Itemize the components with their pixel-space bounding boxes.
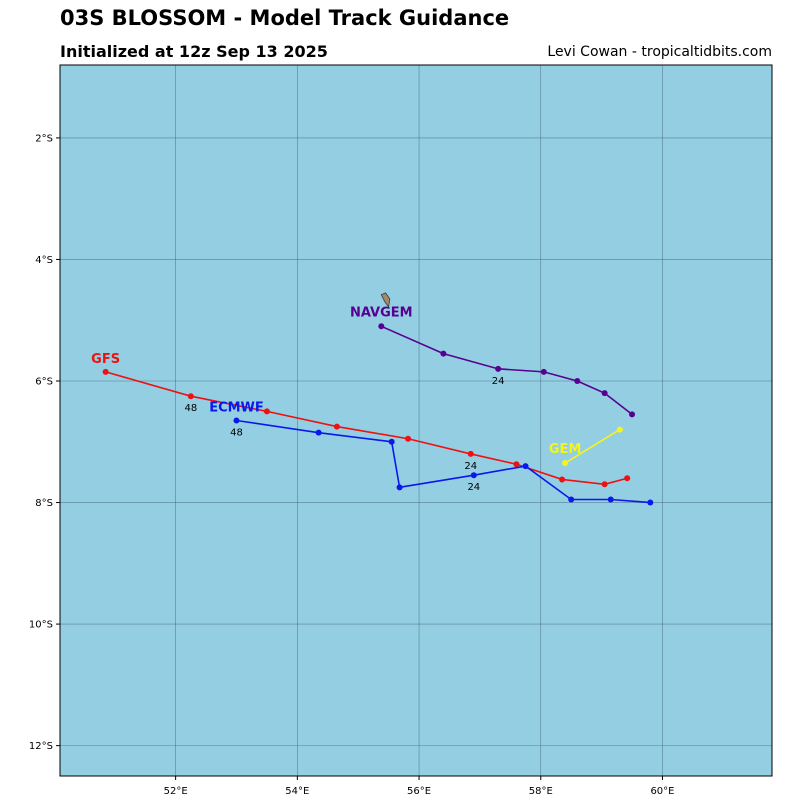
gfs-track-point bbox=[559, 476, 566, 483]
axis-ticks: 52°E 54°E 56°E 58°E 60°E 2°S 4°S 6°S 8°S 10°S 12°S bbox=[29, 133, 675, 797]
lon-tick-label: 58°E bbox=[529, 786, 553, 797]
gfs-track-point bbox=[102, 368, 109, 375]
lon-tick-label: 52°E bbox=[164, 786, 188, 797]
ecmwf-track-point bbox=[388, 438, 395, 445]
navgem-track-point bbox=[629, 411, 636, 418]
gfs-hour-label: 48 bbox=[184, 403, 197, 414]
ecmwf-label: ECMWF bbox=[209, 401, 264, 416]
gfs-hour-label: 24 bbox=[464, 461, 477, 472]
gfs-track-point bbox=[263, 408, 270, 415]
credit-text: Levi Cowan - tropicaltidbits.com bbox=[547, 44, 772, 60]
lon-tick-label: 54°E bbox=[285, 786, 309, 797]
ecmwf-track-point bbox=[568, 496, 575, 503]
land-layer bbox=[380, 292, 391, 308]
lon-tick-label: 56°E bbox=[407, 786, 431, 797]
ecmwf-track-point bbox=[315, 429, 322, 436]
lat-tick-label: 12°S bbox=[29, 741, 53, 752]
ocean-background bbox=[60, 65, 772, 776]
navgem-hour-label: 24 bbox=[492, 376, 505, 387]
gfs-track-point bbox=[624, 475, 631, 482]
lat-tick-label: 8°S bbox=[35, 498, 53, 509]
ecmwf-track-point bbox=[233, 417, 240, 424]
ecmwf-hour-label: 24 bbox=[467, 482, 480, 493]
gem-track-point bbox=[616, 426, 623, 433]
lat-tick-label: 6°S bbox=[35, 377, 53, 388]
plot-frame bbox=[59, 64, 773, 777]
ecmwf-track-point bbox=[647, 499, 654, 506]
gfs-track-point bbox=[601, 481, 608, 488]
gfs-track-line bbox=[105, 371, 628, 486]
model-tracks bbox=[102, 323, 654, 506]
navgem-label: NAVGEM bbox=[350, 305, 413, 320]
navgem-track-point bbox=[378, 323, 385, 330]
gem-label: GEM bbox=[549, 442, 582, 457]
gfs-track-point bbox=[467, 450, 474, 457]
lon-tick-label: 60°E bbox=[650, 786, 674, 797]
lat-tick-label: 2°S bbox=[35, 133, 53, 144]
chart-title: 03S BLOSSOM - Model Track Guidance bbox=[60, 6, 510, 30]
navgem-track-point bbox=[495, 365, 502, 372]
navgem-track-point bbox=[540, 368, 547, 375]
gfs-track-point bbox=[513, 461, 520, 468]
grid-lines bbox=[60, 65, 772, 776]
navgem-track-point bbox=[574, 378, 581, 384]
lat-tick-label: 10°S bbox=[29, 620, 53, 631]
ecmwf-track-point bbox=[522, 463, 529, 470]
ecmwf-track-point bbox=[607, 496, 614, 503]
init-time-subtitle: Initialized at 12z Sep 13 2025 bbox=[60, 42, 328, 61]
ecmwf-track-point bbox=[396, 484, 403, 491]
navgem-track-point bbox=[601, 390, 608, 397]
lat-tick-label: 4°S bbox=[35, 255, 53, 266]
gem-track-point bbox=[562, 460, 569, 467]
ecmwf-hour-label: 48 bbox=[230, 428, 243, 439]
island-land bbox=[380, 292, 391, 308]
model-labels: GFS 24 48 ECMWF 24 48 NAVGEM 24 GEM bbox=[91, 305, 581, 493]
ecmwf-track-point bbox=[470, 472, 477, 479]
gfs-track-point bbox=[333, 423, 340, 430]
gfs-track-point bbox=[405, 435, 412, 442]
gfs-label: GFS bbox=[91, 352, 120, 367]
gfs-track-point bbox=[187, 393, 194, 400]
navgem-track-point bbox=[440, 350, 447, 357]
gem-track-line bbox=[564, 428, 621, 464]
